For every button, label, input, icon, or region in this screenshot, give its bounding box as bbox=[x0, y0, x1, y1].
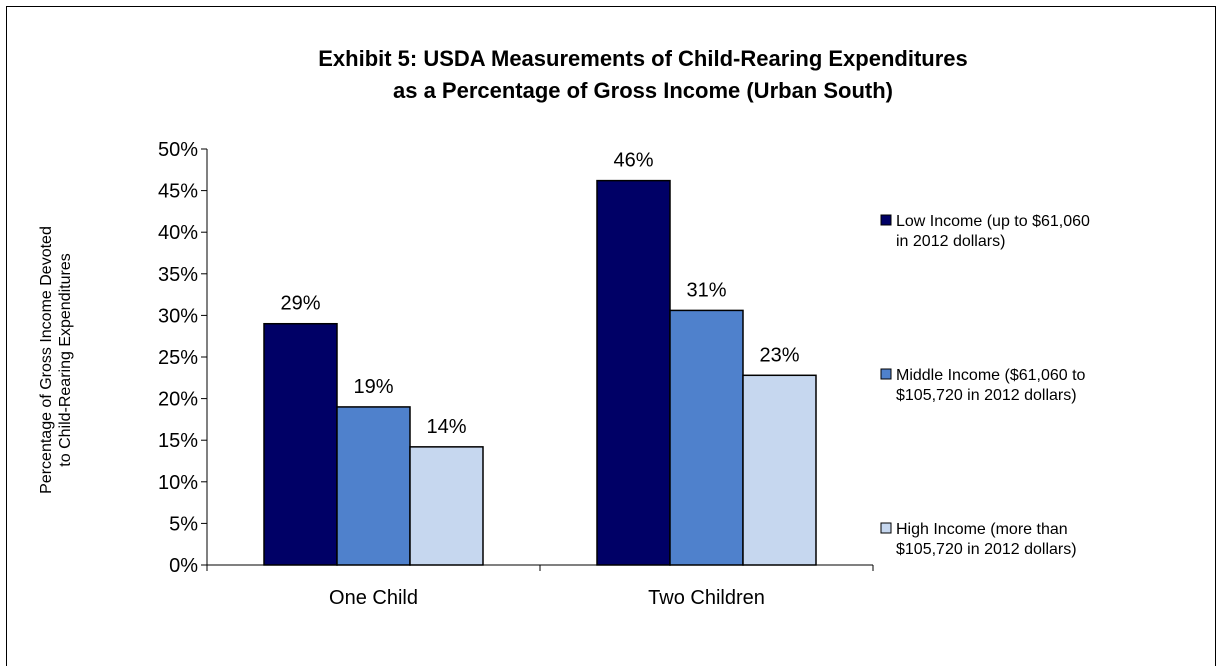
bar bbox=[409, 446, 484, 566]
category-label: One Child bbox=[329, 587, 418, 609]
y-axis-label: Percentage of Gross Income Devoted to Ch… bbox=[38, 226, 74, 494]
legend-swatch bbox=[880, 368, 892, 380]
legend-label: $105,720 in 2012 dollars) bbox=[896, 387, 1077, 404]
data-label: 29% bbox=[280, 293, 320, 315]
data-labels: 29% 19% 14% 46% 31% 23% bbox=[280, 150, 799, 438]
data-label: 19% bbox=[353, 376, 393, 398]
y-axis-label-line-1: Percentage of Gross Income Devoted bbox=[38, 226, 55, 494]
data-label: 31% bbox=[686, 279, 726, 301]
bar bbox=[263, 322, 338, 566]
chart-title-line-2: as a Percentage of Gross Income (Urban S… bbox=[393, 78, 893, 103]
category-labels: One Child Two Children bbox=[329, 587, 765, 609]
bars bbox=[263, 179, 817, 566]
bar bbox=[742, 374, 817, 566]
legend-label: $105,720 in 2012 dollars) bbox=[896, 541, 1077, 558]
y-tick-label: 0% bbox=[169, 555, 198, 577]
y-tick-label: 30% bbox=[158, 305, 198, 327]
bar bbox=[596, 179, 671, 566]
y-tick-label: 25% bbox=[158, 347, 198, 369]
y-tick-label: 20% bbox=[158, 389, 198, 411]
bar bbox=[336, 406, 411, 566]
y-tick-labels: 0% 5% 10% 15% 20% 25% 30% 35% 40% 45% 50% bbox=[158, 139, 198, 577]
legend-label: Low Income (up to $61,060 bbox=[896, 213, 1090, 230]
legend: Low Income (up to $61,060 in 2012 dollars… bbox=[880, 213, 1090, 558]
chart-title: Exhibit 5: USDA Measurements of Child-Re… bbox=[318, 46, 968, 103]
y-axis-label-line-2: to Child-Rearing Expenditures bbox=[57, 253, 74, 466]
y-tick-label: 15% bbox=[158, 430, 198, 452]
y-tick-label: 5% bbox=[169, 513, 198, 535]
data-label: 23% bbox=[759, 344, 799, 366]
legend-swatch bbox=[880, 214, 892, 226]
y-tick-label: 10% bbox=[158, 472, 198, 494]
legend-label: in 2012 dollars) bbox=[896, 233, 1005, 250]
legend-label: Middle Income ($61,060 to bbox=[896, 367, 1086, 384]
data-label: 46% bbox=[613, 150, 653, 172]
legend-swatch bbox=[880, 522, 892, 534]
y-tick-label: 45% bbox=[158, 181, 198, 203]
bar bbox=[669, 309, 744, 566]
chart-title-line-1: Exhibit 5: USDA Measurements of Child-Re… bbox=[318, 46, 968, 71]
y-tick-label: 35% bbox=[158, 264, 198, 286]
y-tick-label: 50% bbox=[158, 139, 198, 161]
category-label: Two Children bbox=[648, 587, 765, 609]
data-label: 14% bbox=[426, 416, 466, 438]
legend-label: High Income (more than bbox=[896, 521, 1068, 538]
y-tick-label: 40% bbox=[158, 222, 198, 244]
